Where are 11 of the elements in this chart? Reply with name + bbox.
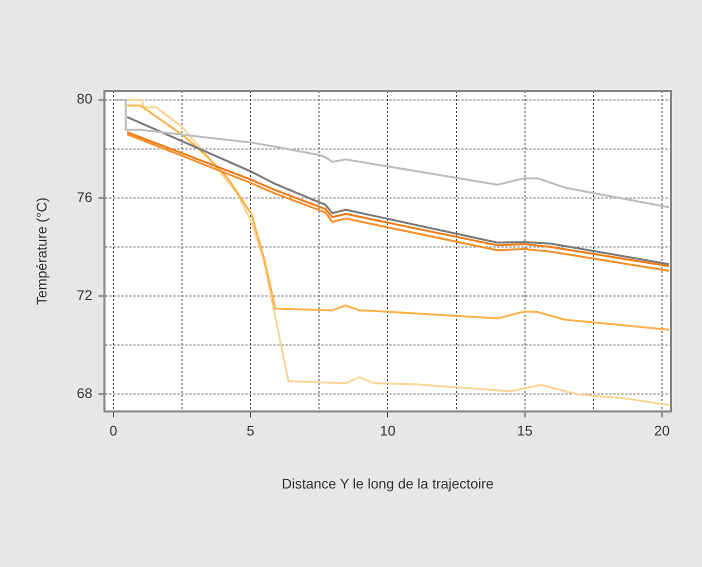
y-tick-label: 76 (76, 188, 93, 205)
x-tick-label: 15 (517, 422, 533, 439)
y-tick-label: 68 (76, 385, 93, 402)
y-axis-title: Température (°C) (33, 197, 50, 305)
x-tick-label: 0 (110, 422, 118, 439)
x-axis-title: Distance Y le long de la trajectoire (282, 475, 494, 492)
y-tick-label: 72 (76, 286, 93, 303)
x-tick-label: 10 (380, 422, 396, 439)
x-tick-label: 20 (654, 422, 670, 439)
y-tick-label: 80 (76, 90, 93, 107)
x-tick-label: 5 (246, 422, 255, 439)
